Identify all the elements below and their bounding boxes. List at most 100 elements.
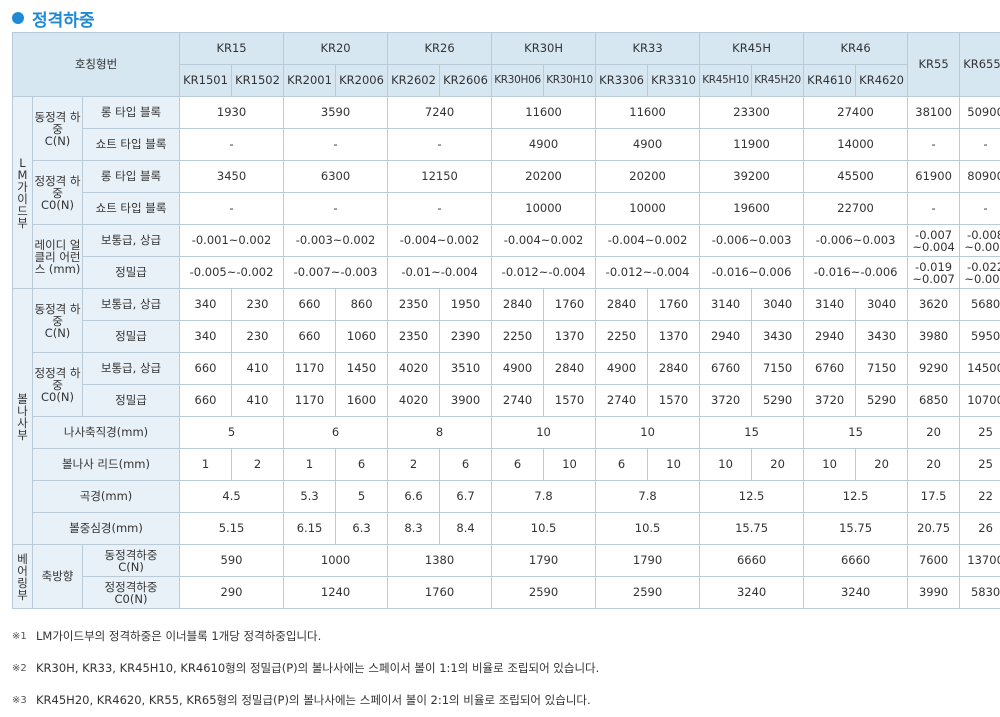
cell: 6850 xyxy=(907,384,961,417)
cell: 2940 xyxy=(699,320,753,353)
cell: 7150 xyxy=(855,352,909,385)
cell: 1760 xyxy=(543,288,597,321)
cell: - xyxy=(179,192,285,225)
cell: 5950 xyxy=(959,320,1000,353)
cell: 6.15 xyxy=(283,512,337,545)
rating-table-wrap: 호칭형번 KR15 KR20 KR26 KR30H KR33 KR45H KR4… xyxy=(12,32,1000,614)
table-row: 정정격하중 C0(N) 290 1240 1760 2590 2590 3240 … xyxy=(13,576,1000,609)
cell: 20200 xyxy=(595,160,701,193)
group-header: KR6550 xyxy=(959,32,1000,97)
cell: 1370 xyxy=(647,320,701,353)
cell: 9290 xyxy=(907,352,961,385)
model-header: KR4610 xyxy=(803,64,857,97)
cell: -0.022~0.008 xyxy=(959,256,1000,289)
table-row: 정밀급 340 230 660 1060 2350 2390 2250 1370… xyxy=(13,320,1000,353)
label-curve-diameter: 곡경(mm) xyxy=(31,480,181,513)
cell: 3430 xyxy=(855,320,909,353)
cell: - xyxy=(907,192,961,225)
cell: - xyxy=(959,128,1000,161)
cell: 5.3 xyxy=(283,480,337,513)
header-row-groups: 호칭형번 KR15 KR20 KR26 KR30H KR33 KR45H KR4… xyxy=(12,32,1000,97)
cell: - xyxy=(387,128,493,161)
cell: 3720 xyxy=(803,384,857,417)
label-static-load: 정정격 하중 C0(N) xyxy=(32,352,83,417)
cell: 2390 xyxy=(439,320,493,353)
table-row: 쇼트 타입 블록 - - - 4900 4900 11900 14000 - - xyxy=(13,128,1000,161)
cell: 15.75 xyxy=(803,512,909,545)
cell: 6 xyxy=(335,448,389,481)
model-header: KR1501 xyxy=(179,64,233,97)
cell: -0.006~0.003 xyxy=(699,224,805,257)
cell: 1370 xyxy=(543,320,597,353)
table-row: 레이디 얼클리 어런스 (mm) 보통급, 상급 -0.001~0.002 -0… xyxy=(13,224,1000,289)
cell: - xyxy=(907,128,961,161)
label-shaft-diameter: 나사축직경(mm) xyxy=(31,416,181,449)
cell: 2740 xyxy=(595,384,649,417)
cell: 3430 xyxy=(751,320,805,353)
cell: 6 xyxy=(439,448,493,481)
cell: 6300 xyxy=(283,160,389,193)
cell: 5290 xyxy=(751,384,805,417)
note-item: ※1 LM가이드부의 정격하중은 이너블록 1개당 정격하중입니다. xyxy=(12,629,322,643)
model-header: KR3306 xyxy=(595,64,649,97)
cell: 19600 xyxy=(699,192,805,225)
cell: 7240 xyxy=(387,96,493,129)
cell: 230 xyxy=(231,288,285,321)
label-screw-lead: 볼나사 리드(mm) xyxy=(31,448,181,481)
cell: 2 xyxy=(231,448,285,481)
cell: 8.3 xyxy=(387,512,441,545)
cell: 3240 xyxy=(699,576,805,609)
cell: 3900 xyxy=(439,384,493,417)
cell: 3140 xyxy=(699,288,753,321)
cell: 2 xyxy=(387,448,441,481)
label-normal-grade: 보통급, 상급 xyxy=(81,288,181,321)
cell: 10700 xyxy=(959,384,1000,417)
title-text: 정격하중 xyxy=(32,10,95,31)
cell: - xyxy=(179,128,285,161)
cell: 6.7 xyxy=(439,480,493,513)
cell: 4900 xyxy=(595,128,701,161)
cell: -0.006~0.003 xyxy=(803,224,909,257)
cell: - xyxy=(283,128,389,161)
cell: 8.4 xyxy=(439,512,493,545)
label-bearing-dynamic: 동정격하중 C(N) xyxy=(81,544,181,577)
group-header: KR15 xyxy=(179,32,285,65)
section-ball-screw: 볼 나 사 부 xyxy=(12,288,33,545)
cell: 6 xyxy=(283,416,389,449)
cell: 2350 xyxy=(387,288,441,321)
model-header: KR2606 xyxy=(439,64,493,97)
cell: 1450 xyxy=(335,352,389,385)
cell: 4900 xyxy=(491,128,597,161)
cell: 20 xyxy=(751,448,805,481)
table-row: 나사축직경(mm) 5 6 8 10 10 15 15 20 25 xyxy=(13,416,1000,449)
cell: 5290 xyxy=(855,384,909,417)
cell: 10 xyxy=(699,448,753,481)
cell: 2590 xyxy=(595,576,701,609)
cell: 1950 xyxy=(439,288,493,321)
cell: 3450 xyxy=(179,160,285,193)
cell: 10 xyxy=(803,448,857,481)
cell: 26 xyxy=(959,512,1000,545)
label-axial: 축방향 xyxy=(32,544,83,609)
table-row: 정정격 하중 C0(N) 롱 타입 블록 3450 6300 12150 2020… xyxy=(13,160,1000,225)
group-header: KR55 xyxy=(907,32,961,97)
cell: 3590 xyxy=(283,96,389,129)
table-row: 곡경(mm) 4.5 5.3 5 6.6 6.7 7.8 7.8 12.5 12… xyxy=(13,480,1000,513)
cell: 1760 xyxy=(647,288,701,321)
cell: 11900 xyxy=(699,128,805,161)
cell: 1760 xyxy=(387,576,493,609)
cell: -0.001~0.002 xyxy=(179,224,285,257)
cell: 10.5 xyxy=(595,512,701,545)
cell: 340 xyxy=(179,320,233,353)
cell: 7600 xyxy=(907,544,961,577)
bullet-dot-icon xyxy=(12,12,24,24)
group-header: KR33 xyxy=(595,32,701,65)
cell: 10000 xyxy=(595,192,701,225)
cell: 17.5 xyxy=(907,480,961,513)
cell: 3990 xyxy=(907,576,961,609)
table-row: 볼중심경(mm) 5.15 6.15 6.3 8.3 8.4 10.5 10.5… xyxy=(13,512,1000,545)
cell: 4020 xyxy=(387,352,441,385)
cell: 3240 xyxy=(803,576,909,609)
cell: 1570 xyxy=(647,384,701,417)
cell: 5 xyxy=(179,416,285,449)
